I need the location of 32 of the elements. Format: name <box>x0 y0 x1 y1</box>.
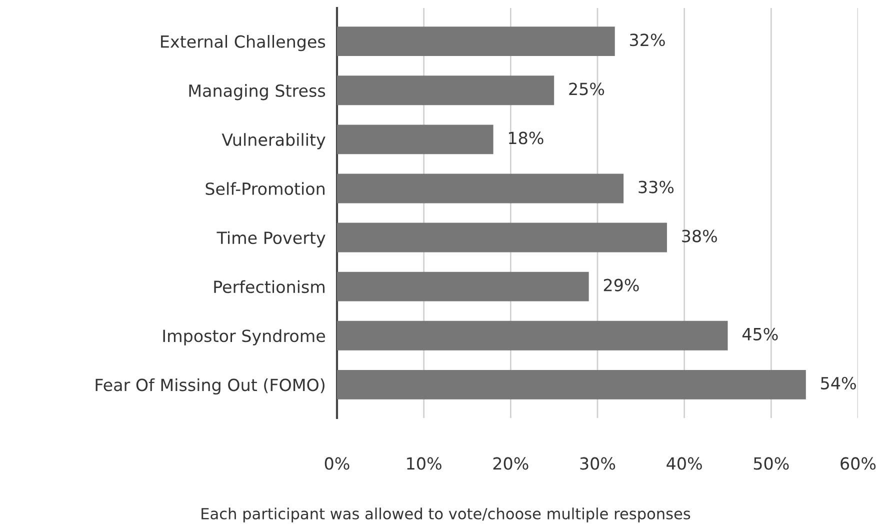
data-label: 18% <box>509 132 544 144</box>
data-label: 38% <box>682 230 717 242</box>
data-label: 33% <box>638 180 674 194</box>
bar <box>337 174 624 204</box>
x-tick-label: 0% <box>324 457 350 470</box>
x-tick-label: 60% <box>840 457 876 470</box>
text: Each participant was allowed to vote/choose multiple responses <box>202 508 690 522</box>
y-tick-label: Impostor Syndrome <box>163 329 325 346</box>
y-tick-label: Vulnerability <box>222 133 326 150</box>
x-tick-label: 50% <box>754 457 789 470</box>
bar <box>337 320 728 350</box>
data-label: 45% <box>742 328 778 340</box>
bar <box>337 370 806 400</box>
bar <box>337 26 615 56</box>
bar <box>337 272 589 302</box>
y-tick-label: External Challenges <box>161 35 326 52</box>
data-label: 32% <box>630 34 665 46</box>
y-tick-label: Managing Stress <box>189 84 326 100</box>
x-tick-label: 10% <box>407 457 442 470</box>
data-label: 25% <box>569 82 604 96</box>
x-tick-label: 30% <box>580 457 616 470</box>
data-label: 54% <box>821 376 856 390</box>
y-tick-label: Self-Promotion <box>206 182 324 196</box>
bar <box>337 76 554 106</box>
y-tick-label: Perfectionism <box>214 280 324 294</box>
data-label: 29% <box>604 278 639 292</box>
bar <box>337 124 494 154</box>
x-tick-label: 20% <box>493 457 528 470</box>
y-tick-label: Fear Of Missing Out (FOMO) <box>96 378 324 394</box>
x-tick-label: 40% <box>666 457 702 470</box>
y-tick-label: Time Poverty <box>216 231 326 248</box>
bar <box>337 222 667 252</box>
